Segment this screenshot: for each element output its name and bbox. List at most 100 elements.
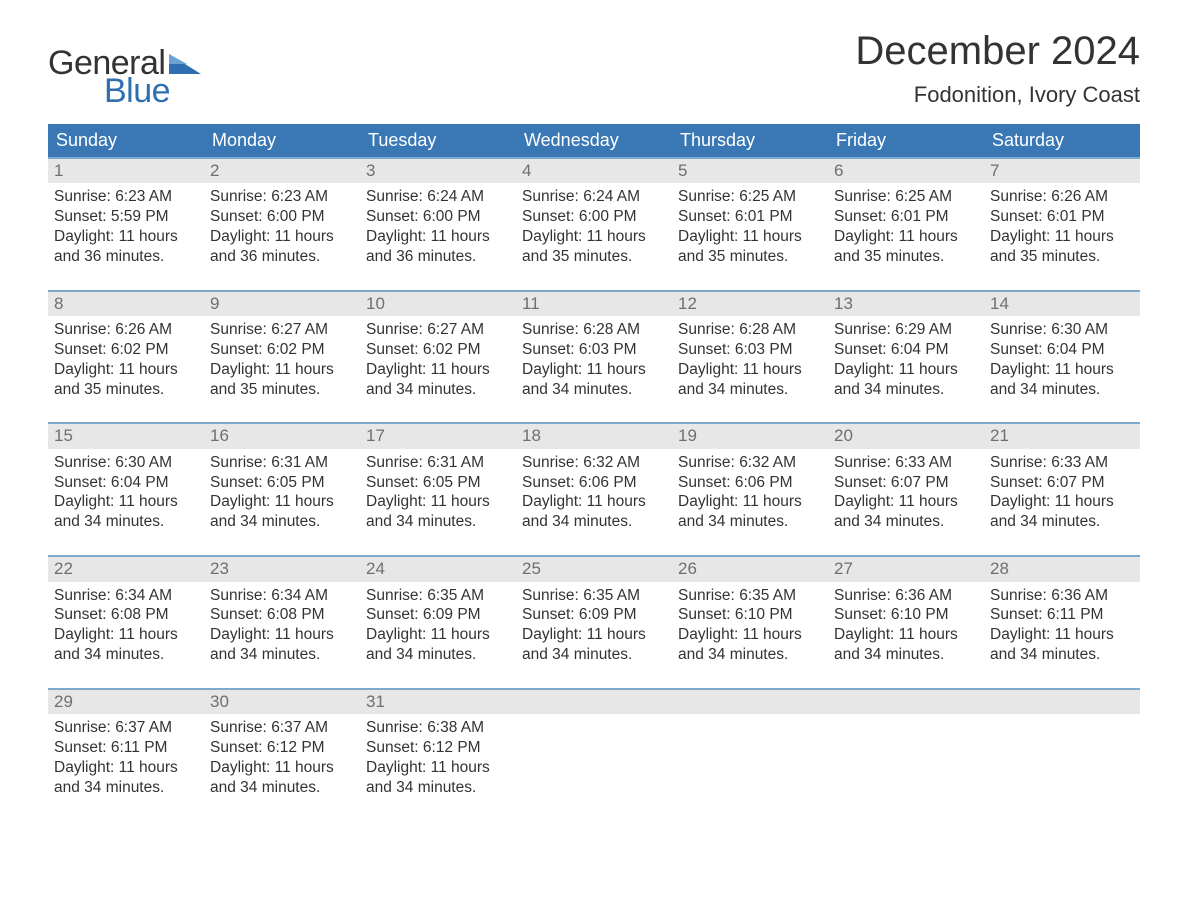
sunset-line: Sunset: 6:02 PM [210,340,354,360]
sunrise-label: Sunrise: [834,587,891,604]
daylight-line: Daylight: 11 hours and 34 minutes. [210,492,354,532]
day-details: Sunrise: 6:35 AMSunset: 6:10 PMDaylight:… [672,582,828,667]
sunset-value: 6:01 PM [1047,208,1105,225]
sunrise-value: 6:38 AM [427,719,484,736]
sunset-label: Sunset: [210,739,263,756]
sunset-line: Sunset: 6:09 PM [366,605,510,625]
sunset-line: Sunset: 6:02 PM [54,340,198,360]
sunrise-label: Sunrise: [366,454,423,471]
sunrise-value: 6:34 AM [115,587,172,604]
sunset-value: 6:07 PM [1047,474,1105,491]
daylight-line: Daylight: 11 hours and 34 minutes. [54,758,198,798]
daylight-line: Daylight: 11 hours and 35 minutes. [678,227,822,267]
sunset-value: 6:11 PM [1047,606,1104,623]
sunrise-value: 6:36 AM [895,587,952,604]
sunrise-value: 6:29 AM [895,321,952,338]
sunrise-line: Sunrise: 6:33 AM [990,453,1134,473]
sunset-value: 6:12 PM [423,739,481,756]
day-details: Sunrise: 6:36 AMSunset: 6:10 PMDaylight:… [828,582,984,667]
day-number: 2 [204,159,360,183]
sunset-line: Sunset: 6:10 PM [678,605,822,625]
daylight-line: Daylight: 11 hours and 34 minutes. [990,360,1134,400]
sunset-line: Sunset: 6:02 PM [366,340,510,360]
sunrise-value: 6:27 AM [427,321,484,338]
sunset-line: Sunset: 6:03 PM [678,340,822,360]
sunset-label: Sunset: [210,208,263,225]
daylight-label: Daylight: [678,493,738,510]
daylight-label: Daylight: [210,759,270,776]
calendar-day-cell: 27Sunrise: 6:36 AMSunset: 6:10 PMDayligh… [828,556,984,667]
calendar-day-cell [672,689,828,800]
calendar-day-cell: 18Sunrise: 6:32 AMSunset: 6:06 PMDayligh… [516,423,672,534]
calendar-day-cell: 20Sunrise: 6:33 AMSunset: 6:07 PMDayligh… [828,423,984,534]
sunset-value: 6:00 PM [423,208,481,225]
calendar-week-row: 15Sunrise: 6:30 AMSunset: 6:04 PMDayligh… [48,423,1140,534]
sunset-value: 6:11 PM [111,739,168,756]
sunset-line: Sunset: 6:04 PM [990,340,1134,360]
sunset-value: 6:04 PM [111,474,169,491]
day-number: 7 [984,159,1140,183]
daylight-line: Daylight: 11 hours and 34 minutes. [834,492,978,532]
sunrise-value: 6:28 AM [583,321,640,338]
daylight-label: Daylight: [210,361,270,378]
sunrise-label: Sunrise: [54,454,111,471]
calendar-day-cell: 14 Sunrise: 6:30 AMSunset: 6:04 PMDayligh… [984,291,1140,402]
day-of-week-header: Tuesday [360,124,516,158]
sunset-label: Sunset: [678,606,731,623]
calendar-body: 1Sunrise: 6:23 AMSunset: 5:59 PMDaylight… [48,158,1140,800]
sunrise-value: 6:36 AM [1051,587,1108,604]
day-details: Sunrise: 6:27 AMSunset: 6:02 PMDaylight:… [204,316,360,401]
daylight-label: Daylight: [54,493,114,510]
sunrise-line: Sunrise: 6:36 AM [834,586,978,606]
sunrise-line: Sunrise: 6:30 AM [990,320,1134,340]
daylight-line: Daylight: 11 hours and 36 minutes. [210,227,354,267]
sunset-line: Sunset: 6:06 PM [522,473,666,493]
sunset-value: 6:00 PM [579,208,637,225]
calendar-day-cell: 3Sunrise: 6:24 AMSunset: 6:00 PMDaylight… [360,158,516,269]
day-details: Sunrise: 6:35 AMSunset: 6:09 PMDaylight:… [360,582,516,667]
sunset-label: Sunset: [678,341,731,358]
calendar-day-cell: 26Sunrise: 6:35 AMSunset: 6:10 PMDayligh… [672,556,828,667]
calendar-day-cell: 25Sunrise: 6:35 AMSunset: 6:09 PMDayligh… [516,556,672,667]
sunrise-value: 6:30 AM [115,454,172,471]
daylight-label: Daylight: [366,493,426,510]
calendar-day-cell: 6Sunrise: 6:25 AMSunset: 6:01 PMDaylight… [828,158,984,269]
calendar-day-cell: 7Sunrise: 6:26 AMSunset: 6:01 PMDaylight… [984,158,1140,269]
sunrise-line: Sunrise: 6:35 AM [366,586,510,606]
sunrise-line: Sunrise: 6:34 AM [210,586,354,606]
day-details: Sunrise: 6:31 AMSunset: 6:05 PMDaylight:… [360,449,516,534]
day-details: Sunrise: 6:34 AMSunset: 6:08 PMDaylight:… [48,582,204,667]
day-number: 24 [360,557,516,581]
sunrise-label: Sunrise: [366,587,423,604]
sunset-line: Sunset: 6:09 PM [522,605,666,625]
sunrise-value: 6:28 AM [739,321,796,338]
daylight-label: Daylight: [210,493,270,510]
day-number: 11 [516,292,672,316]
sunset-value: 6:04 PM [1047,341,1105,358]
daylight-label: Daylight: [990,626,1050,643]
calendar-day-cell: 30Sunrise: 6:37 AMSunset: 6:12 PMDayligh… [204,689,360,800]
day-details: Sunrise: 6:32 AMSunset: 6:06 PMDaylight:… [672,449,828,534]
sunset-label: Sunset: [834,474,887,491]
day-details: Sunrise: 6:23 AMSunset: 6:00 PMDaylight:… [204,183,360,268]
sunset-label: Sunset: [990,606,1043,623]
sunrise-label: Sunrise: [678,188,735,205]
calendar-day-cell: 13Sunrise: 6:29 AMSunset: 6:04 PMDayligh… [828,291,984,402]
sunrise-label: Sunrise: [678,321,735,338]
day-number: 10 [360,292,516,316]
day-details: Sunrise: 6:26 AMSunset: 6:01 PMDaylight:… [984,183,1140,268]
sunset-value: 6:06 PM [735,474,793,491]
sunrise-line: Sunrise: 6:37 AM [210,718,354,738]
day-number: 4 [516,159,672,183]
day-details: Sunrise: 6:30 AMSunset: 6:04 PMDaylight:… [48,449,204,534]
sunrise-line: Sunrise: 6:27 AM [366,320,510,340]
sunset-label: Sunset: [210,474,263,491]
day-details: Sunrise: 6:25 AMSunset: 6:01 PMDaylight:… [672,183,828,268]
day-of-week-row: SundayMondayTuesdayWednesdayThursdayFrid… [48,124,1140,158]
day-number: 14 [984,292,1140,316]
daylight-line: Daylight: 11 hours and 34 minutes. [522,492,666,532]
calendar-day-cell [828,689,984,800]
sunrise-line: Sunrise: 6:31 AM [366,453,510,473]
day-number: 31 [360,690,516,714]
title-block: December 2024 Fodonition, Ivory Coast [855,30,1140,108]
